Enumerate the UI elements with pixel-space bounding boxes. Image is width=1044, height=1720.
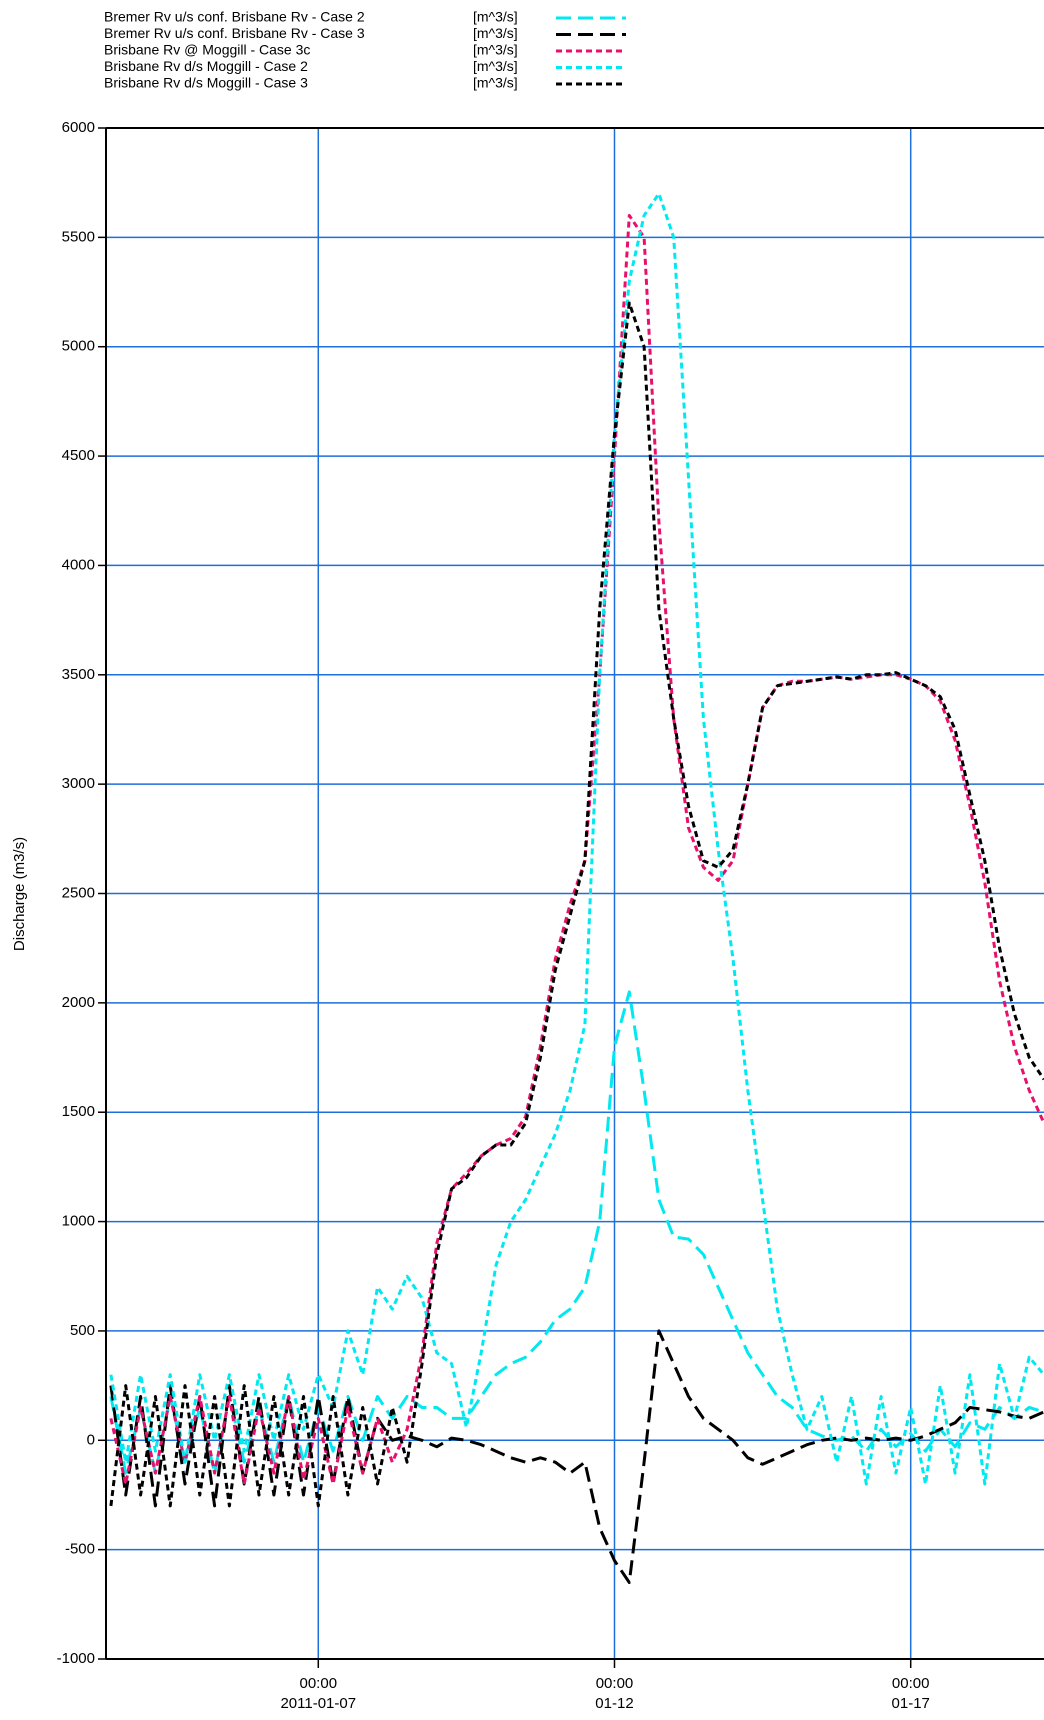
y-tick-label: 2500 bbox=[62, 884, 95, 901]
legend-unit: [m^3/s] bbox=[473, 25, 518, 41]
y-tick-label: 5500 bbox=[62, 228, 95, 245]
legend-label: Brisbane Rv @ Moggill - Case 3c bbox=[104, 42, 310, 58]
x-tick-label: 00:00 bbox=[300, 1675, 338, 1692]
series-line bbox=[109, 214, 1044, 1486]
y-tick-label: 3000 bbox=[62, 775, 95, 792]
y-axis-label: Discharge (m3/s) bbox=[11, 837, 28, 951]
series-line bbox=[109, 192, 1044, 1486]
legend-label: Bremer Rv u/s conf. Brisbane Rv - Case 2 bbox=[104, 9, 365, 25]
x-tick-label: 00:00 bbox=[596, 1675, 634, 1692]
legend-label: Brisbane Rv d/s Moggill - Case 3 bbox=[104, 75, 308, 91]
legend-label: Brisbane Rv d/s Moggill - Case 2 bbox=[104, 58, 308, 74]
y-tick-label: 3500 bbox=[62, 666, 95, 683]
y-tick-label: 4500 bbox=[62, 447, 95, 464]
y-tick-label: 6000 bbox=[62, 119, 95, 136]
legend-label: Bremer Rv u/s conf. Brisbane Rv - Case 3 bbox=[104, 25, 365, 41]
y-tick-label: 5000 bbox=[62, 338, 95, 355]
series-line bbox=[109, 990, 1044, 1475]
y-tick-label: 0 bbox=[87, 1431, 95, 1448]
legend-unit: [m^3/s] bbox=[473, 58, 518, 74]
y-tick-label: 1500 bbox=[62, 1103, 95, 1120]
x-tick-label: 00:00 bbox=[892, 1675, 930, 1692]
x-tick-label: 01-17 bbox=[892, 1695, 930, 1712]
x-tick-label: 2011-01-07 bbox=[280, 1695, 356, 1712]
series-line bbox=[109, 1329, 1044, 1584]
y-tick-label: -500 bbox=[65, 1541, 95, 1558]
y-tick-label: 1000 bbox=[62, 1213, 95, 1230]
legend-unit: [m^3/s] bbox=[473, 75, 518, 91]
y-tick-label: 2000 bbox=[62, 994, 95, 1011]
y-tick-label: 500 bbox=[70, 1322, 95, 1339]
series-line bbox=[109, 301, 1044, 1508]
y-tick-label: -1000 bbox=[57, 1650, 95, 1667]
legend-unit: [m^3/s] bbox=[473, 9, 518, 25]
x-tick-label: 01-12 bbox=[595, 1695, 633, 1712]
legend-unit: [m^3/s] bbox=[473, 42, 518, 58]
y-tick-label: 4000 bbox=[62, 556, 95, 573]
